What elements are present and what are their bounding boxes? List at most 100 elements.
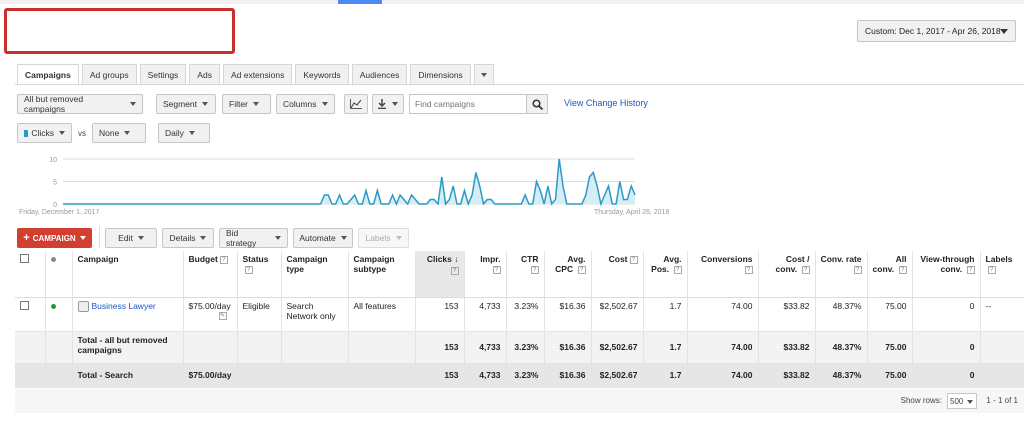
tab-more-button[interactable] [473,64,494,84]
metric1-dropdown[interactable]: Clicks [17,123,72,143]
header-campaign[interactable]: Campaign [71,251,183,298]
rows-per-page-value: 500 [950,397,964,406]
automate-dropdown[interactable]: Automate [293,228,353,248]
help-icon[interactable]: ? [530,265,539,274]
segment-dropdown[interactable]: Segment [156,94,216,114]
chevron-down-icon [59,131,65,135]
chart-start-date: Friday, December 1, 2017 [19,209,100,216]
edit-dropdown[interactable]: Edit [105,228,157,248]
metric2-dropdown[interactable]: None [92,123,146,143]
total-search-conversions: 74.00 [686,363,758,388]
total-removed-clicks: 153 [414,331,464,364]
columns-dropdown[interactable]: Columns [276,94,335,114]
interval-dropdown[interactable]: Daily [158,123,210,143]
total-search-cost-conv: $33.82 [757,363,815,388]
header-clicks[interactable]: Clicks ↓? [414,251,464,298]
y-tick-label: 0 [53,202,57,209]
help-icon[interactable]: ? [492,265,501,274]
row-campaign-subtype: All features [347,297,415,332]
total-empty-cell [15,331,45,364]
header-campaign-subtype[interactable]: Campaign subtype [347,251,415,298]
header-cost-per-conv[interactable]: Cost / conv. ? [757,251,815,298]
total-empty-cell [979,363,1024,388]
header-conv-rate[interactable]: Conv. rate ? [814,251,867,298]
help-icon[interactable]: ? [577,265,586,274]
chart-toggle-button[interactable] [344,94,368,114]
help-icon[interactable]: ? [987,265,996,274]
header-labels[interactable]: Labels ? [979,251,1024,298]
total-empty-cell [44,331,72,364]
search-button[interactable] [526,95,547,113]
header-campaign-type[interactable]: Campaign type [280,251,348,298]
chevron-down-icon [137,236,144,240]
tab-dimensions[interactable]: Dimensions [410,64,471,84]
search-input[interactable] [410,95,526,113]
header-impressions[interactable]: Impr.? [463,251,506,298]
row-conv-rate: 48.37% [814,297,867,332]
enabled-dot-icon[interactable] [50,303,56,309]
labels-dropdown[interactable]: Labels [358,228,409,248]
row-view-through: 0 [911,297,980,332]
help-icon[interactable]: ? [450,266,459,275]
edit-label: Edit [118,233,133,243]
help-icon[interactable]: ? [744,265,753,274]
total-search-avg-cpc: $16.36 [543,363,591,388]
header-budget[interactable]: Budget? [182,251,237,298]
status-dot-header [44,251,72,298]
tab-ad-groups[interactable]: Ad groups [81,64,137,84]
header-ctr[interactable]: CTR? [505,251,544,298]
header-avg-cpc[interactable]: Avg. CPC ? [543,251,591,298]
total-search-clicks: 153 [414,363,464,388]
total-empty-cell [280,363,348,388]
help-icon[interactable]: ? [673,265,682,274]
header-view-through[interactable]: View-through conv. ? [911,251,980,298]
total-search-impr: 4,733 [463,363,506,388]
help-icon[interactable]: ? [898,265,907,274]
bid-strategy-dropdown[interactable]: Bid strategy [219,228,288,248]
row-impr: 4,733 [463,297,506,332]
help-icon[interactable]: ? [244,265,253,274]
header-avg-pos[interactable]: Avg. Pos. ? [642,251,687,298]
details-label: Details [169,233,196,243]
total-empty-cell [347,331,415,364]
help-icon[interactable]: ? [966,265,975,274]
row-conversions: 74.00 [686,297,758,332]
row-checkbox[interactable] [20,300,29,310]
select-all-checkbox[interactable] [20,254,29,263]
campaign-name-link[interactable]: Business Lawyer [91,300,156,311]
help-icon[interactable]: ? [801,265,810,274]
header-conv-rate-label: Conv. rate [820,254,862,264]
download-button[interactable] [372,94,404,114]
metric2-label: None [99,128,120,138]
rows-per-page-select[interactable]: 500 [947,393,977,409]
date-range-selector[interactable]: Custom: Dec 1, 2017 - Apr 26, 2018 [857,20,1016,42]
interval-label: Daily [165,128,184,138]
header-ctr-label: CTR [521,254,539,264]
tab-campaigns[interactable]: Campaigns [17,64,79,85]
edit-budget-icon[interactable]: ✎ [218,312,227,321]
help-icon[interactable]: ? [853,265,862,274]
header-status[interactable]: Status? [236,251,281,298]
tab-divider [15,84,1024,85]
help-icon[interactable]: ? [219,255,228,264]
total-removed-label: Total - all but removed campaigns [71,331,183,364]
header-all-conv[interactable]: All conv. ? [866,251,912,298]
sort-down-icon: ↓ [454,254,459,264]
campaign-filter-dropdown[interactable]: All but removed campaigns [17,94,143,114]
header-cost[interactable]: Cost? [590,251,643,298]
chevron-down-icon [130,102,136,106]
details-dropdown[interactable]: Details [162,228,214,248]
tab-audiences[interactable]: Audiences [351,64,408,84]
tab-ad-extensions[interactable]: Ad extensions [222,64,293,84]
total-removed-ctr: 3.23% [505,331,544,364]
tab-keywords[interactable]: Keywords [295,64,349,84]
chevron-down-icon [340,236,347,240]
tab-settings[interactable]: Settings [139,64,187,84]
add-campaign-button[interactable]: + CAMPAIGN [17,228,92,248]
help-icon[interactable]: ? [629,255,638,264]
view-change-history-link[interactable]: View Change History [564,98,648,108]
header-conversions[interactable]: Conversions? [686,251,758,298]
filter-dropdown[interactable]: Filter [222,94,271,114]
header-avg-pos-label: Avg. Pos. [651,254,682,274]
tab-ads[interactable]: Ads [189,64,220,84]
